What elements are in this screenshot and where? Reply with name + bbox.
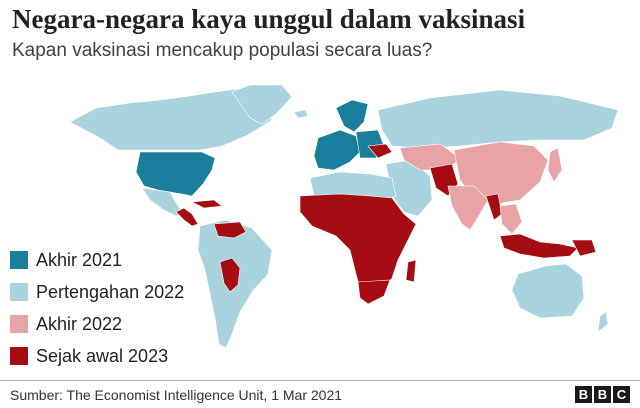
bbc-logo-block: B [575, 386, 592, 403]
legend-label-akhir-2021: Akhir 2021 [36, 249, 123, 270]
legend-item: Akhir 2022 [10, 308, 184, 340]
legend-item: Pertengahan 2022 [10, 276, 184, 308]
region-bolivia [219, 257, 241, 293]
region-sub-saharan-africa [299, 193, 417, 297]
region-madagascar [405, 259, 417, 283]
region-japan [547, 147, 563, 183]
region-western-europe [313, 129, 361, 171]
region-central-america [175, 207, 199, 227]
legend-label-sejak-awal-2023: Sejak awal 2023 [36, 345, 169, 366]
region-venezuela [213, 221, 247, 239]
legend: Akhir 2021 Pertengahan 2022 Akhir 2022 S… [10, 244, 184, 372]
legend-swatch-akhir-2021 [10, 251, 28, 269]
region-southeast-asia [499, 203, 523, 235]
region-australia [511, 263, 585, 319]
chart-subtitle: Kapan vaksinasi mencakup populasi secara… [12, 40, 433, 61]
legend-swatch-pertengahan-2022 [10, 283, 28, 301]
region-indonesia [499, 233, 579, 259]
bbc-logo-block: B [594, 386, 611, 403]
bbc-logo: B B C [575, 386, 630, 403]
legend-label-pertengahan-2022: Pertengahan 2022 [36, 281, 185, 302]
region-united-states [135, 151, 216, 197]
bbc-logo-block: C [613, 386, 630, 403]
legend-item: Sejak awal 2023 [10, 340, 184, 372]
chart-title: Negara-negara kaya unggul dalam vaksinas… [12, 4, 526, 34]
legend-swatch-sejak-awal-2023 [10, 347, 28, 365]
region-caribbean [190, 199, 223, 209]
region-scandinavia [335, 99, 369, 133]
world-map [69, 84, 619, 349]
legend-swatch-akhir-2022 [10, 315, 28, 333]
legend-item: Akhir 2021 [10, 244, 184, 276]
source-note: Sumber: The Economist Intelligence Unit,… [10, 387, 343, 403]
legend-label-akhir-2022: Akhir 2022 [36, 313, 123, 334]
region-greenland [231, 84, 293, 125]
footer-divider [0, 380, 640, 381]
region-new-zealand [597, 311, 609, 333]
region-russia [377, 89, 619, 149]
region-iceland [293, 109, 309, 119]
region-southern-africa [357, 279, 391, 305]
region-papua-new-guinea [571, 239, 597, 257]
region-ukraine [367, 143, 393, 159]
region-india [447, 185, 489, 231]
